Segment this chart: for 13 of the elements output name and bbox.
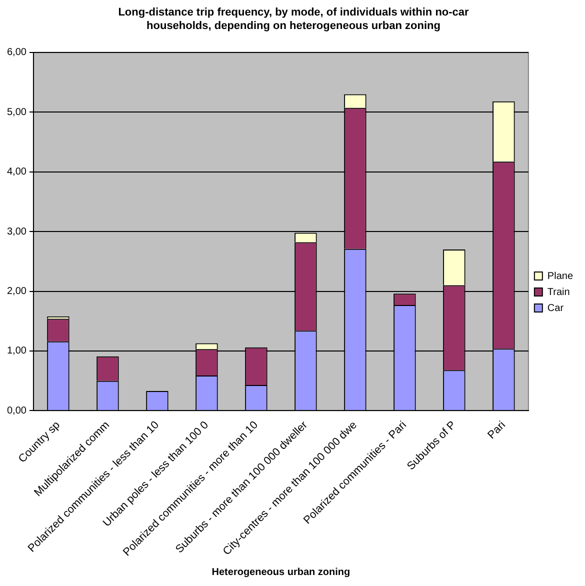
y-tick-label: 4,00 <box>6 166 27 178</box>
legend-label: Car <box>547 302 564 314</box>
y-tick-label: 1,00 <box>6 346 27 357</box>
legend-label: Plane <box>547 270 574 282</box>
y-tick-label: 0,00 <box>6 405 27 416</box>
y-tick-label: 5,00 <box>6 106 27 118</box>
x-axis-title: Heterogeneous urban zoning <box>212 566 350 578</box>
chart-title: Long-distance trip frequency, by mode, of individuals within no-car households, depending on heterogeneous urban zoning <box>118 6 470 32</box>
y-tick-label: 6,00 <box>6 47 27 58</box>
legend-label: Train <box>547 286 570 298</box>
y-tick-label: 2,00 <box>6 286 27 297</box>
y-tick-label: 3,00 <box>6 226 27 238</box>
x-tick-label: Pari <box>486 419 508 442</box>
